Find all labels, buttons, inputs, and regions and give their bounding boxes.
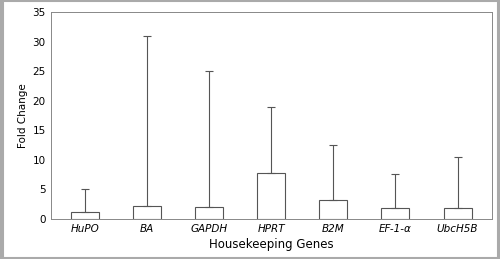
Bar xyxy=(257,173,285,219)
Y-axis label: Fold Change: Fold Change xyxy=(18,83,28,148)
Bar xyxy=(382,208,409,219)
Bar xyxy=(133,206,161,219)
Bar xyxy=(444,208,471,219)
X-axis label: Housekeeping Genes: Housekeeping Genes xyxy=(209,238,334,251)
Bar xyxy=(70,212,99,219)
Bar xyxy=(320,200,347,219)
Bar xyxy=(195,207,223,219)
